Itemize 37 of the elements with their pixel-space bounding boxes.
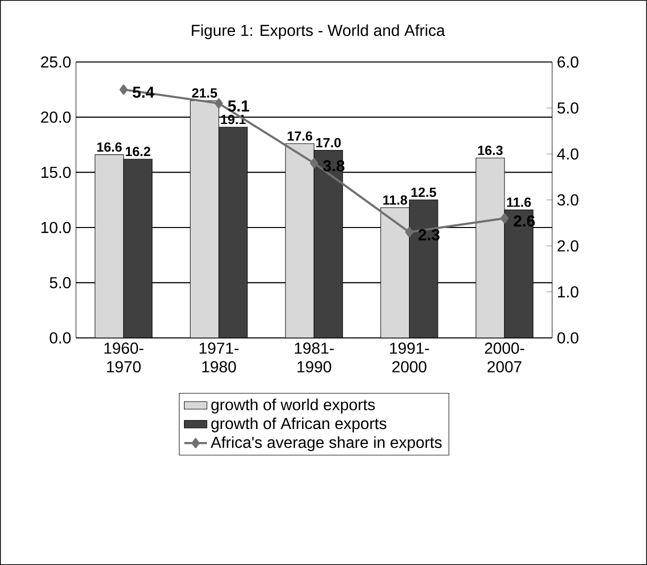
data-label: 11.6 — [507, 198, 531, 207]
data-label: 16.3 — [478, 146, 503, 156]
data-label: 12.5 — [411, 188, 436, 197]
y2-tick-label: 2.0 — [558, 240, 578, 252]
data-label: 21.5 — [192, 88, 218, 98]
x-tick-label: 2000-2007 — [484, 342, 524, 372]
y2-tick-label: 6.0 — [558, 56, 578, 68]
y2-tick-label: 5.0 — [557, 102, 578, 114]
y2-tick-label: 4.0 — [557, 148, 578, 160]
x-tick-label: 1971-1980 — [200, 342, 238, 372]
data-label: 17.0 — [316, 138, 341, 148]
y-tick-label: 20.0 — [41, 112, 71, 123]
y-tick-label: 5.0 — [50, 277, 71, 288]
y-tick-label: 10.0 — [41, 222, 71, 234]
point — [500, 213, 509, 224]
data-label: 17.6 — [288, 131, 312, 141]
data-label: 16.6 — [97, 142, 122, 152]
x-tick-label: 1960-1970 — [104, 342, 144, 372]
data-label: 11.8 — [383, 195, 408, 205]
legend-label: growth of world exports — [211, 398, 375, 414]
point — [310, 158, 318, 168]
chart-title: Figure 1: Exports - World and Africa — [192, 24, 446, 40]
data-label: 5.1 — [228, 100, 250, 112]
point — [120, 84, 128, 95]
legend-label: growth of African exports — [211, 417, 386, 432]
legend-label: Africa's average share in exports — [210, 436, 442, 452]
point — [214, 98, 223, 108]
x-tick-label: 1991-2000 — [390, 342, 429, 372]
y-tick-label: 25.0 — [41, 56, 71, 68]
point — [405, 227, 414, 238]
y-tick-label: 15.0 — [41, 166, 71, 178]
y-tick-label: 0.0 — [50, 332, 71, 344]
y2-tick-label: 3.0 — [557, 194, 578, 206]
y2-tick-label: 0.0 — [557, 332, 578, 344]
x-tick-label: 1981-1990 — [294, 342, 334, 372]
data-label: 16.2 — [126, 146, 150, 156]
y2-tick-label: 1.0 — [558, 286, 578, 298]
